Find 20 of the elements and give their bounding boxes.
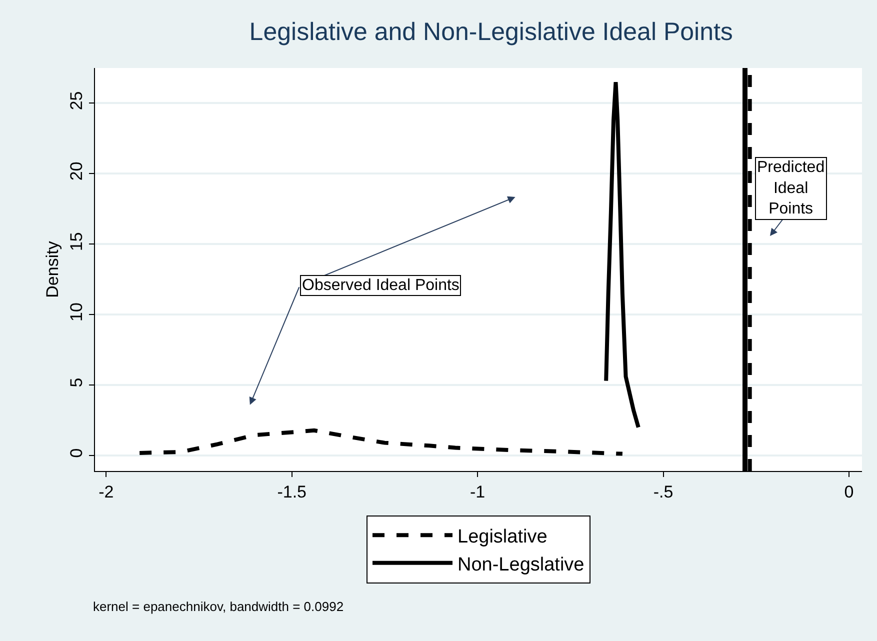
annotation: Observed Ideal Points: [302, 277, 460, 294]
y-tick-label: 5: [67, 378, 86, 388]
line-series: [138, 428, 624, 456]
x-tick-label: -1: [470, 482, 486, 502]
text: kernel = epanechnikov, bandwidth = 0.0992: [93, 599, 344, 614]
x-tick-label: -2: [98, 482, 114, 502]
x-tick-label: 0: [844, 482, 854, 502]
annotation: Predicted Ideal Points: [757, 159, 825, 218]
line-series: [604, 80, 640, 430]
y-axis-title: Density: [42, 240, 62, 298]
chart-title: Legislative and Non-Legislative Ideal Points: [249, 18, 733, 46]
legend-label: Non-Legslative: [458, 554, 584, 576]
y-tick-label: 0: [67, 448, 86, 458]
legend-label: Legislative: [458, 526, 548, 548]
x-tick-label: -1.5: [277, 482, 307, 502]
y-tick-label: 15: [67, 232, 86, 252]
y-tick-label: 20: [67, 162, 86, 181]
y-tick-label: 10: [67, 302, 86, 322]
x-tick-label: -.5: [653, 482, 674, 502]
y-tick-label: 25: [67, 91, 86, 110]
